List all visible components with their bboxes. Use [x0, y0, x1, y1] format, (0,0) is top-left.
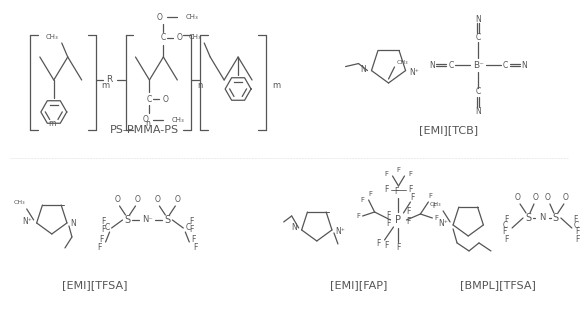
Text: F: F — [386, 212, 391, 220]
Text: N⁺: N⁺ — [438, 219, 448, 228]
Text: F: F — [193, 244, 197, 253]
Text: CH₃: CH₃ — [46, 34, 59, 40]
Text: F: F — [386, 219, 391, 228]
Text: O: O — [563, 193, 569, 203]
Text: O: O — [175, 196, 180, 204]
Text: F: F — [102, 225, 106, 234]
Text: CH₃: CH₃ — [397, 60, 408, 65]
Text: F: F — [102, 218, 106, 227]
Text: F: F — [432, 203, 436, 209]
Text: F: F — [189, 218, 194, 227]
Text: O: O — [533, 193, 539, 203]
Text: B⁻: B⁻ — [473, 60, 484, 69]
Text: O: O — [157, 13, 162, 22]
Text: F: F — [408, 186, 412, 194]
Text: F: F — [385, 242, 389, 250]
Text: m: m — [272, 80, 280, 90]
Text: F: F — [574, 215, 578, 224]
Text: O: O — [176, 33, 182, 43]
Text: F: F — [408, 171, 412, 177]
Text: N: N — [429, 60, 435, 69]
Text: S: S — [553, 213, 559, 223]
Text: F: F — [376, 239, 380, 249]
Text: O: O — [515, 193, 521, 203]
Text: CH₃: CH₃ — [14, 200, 26, 205]
Text: C: C — [574, 222, 579, 230]
Text: O: O — [143, 115, 148, 125]
Text: F: F — [406, 208, 411, 217]
Text: m: m — [48, 119, 56, 127]
Text: C: C — [503, 222, 508, 230]
Text: S: S — [525, 213, 531, 223]
Text: F: F — [369, 191, 372, 197]
Text: N⁺: N⁺ — [409, 68, 419, 77]
Text: N: N — [361, 65, 367, 74]
Text: F: F — [99, 235, 104, 244]
Text: S: S — [125, 215, 130, 225]
Text: m: m — [102, 80, 110, 90]
Text: F: F — [410, 192, 415, 202]
Text: F: F — [394, 187, 398, 197]
Text: N: N — [539, 213, 545, 223]
Text: C: C — [147, 95, 152, 104]
Text: PS-PMMA-PS: PS-PMMA-PS — [110, 125, 179, 135]
Text: CH₃: CH₃ — [171, 117, 184, 123]
Text: CH₃: CH₃ — [429, 203, 441, 208]
Text: F: F — [97, 244, 102, 253]
Text: N: N — [476, 106, 481, 115]
Text: N⁺: N⁺ — [335, 228, 345, 236]
Text: C: C — [185, 223, 191, 233]
Text: C: C — [476, 33, 481, 43]
Text: O: O — [154, 196, 160, 204]
Text: n: n — [145, 119, 150, 127]
Text: [BMPL][TFSA]: [BMPL][TFSA] — [460, 280, 536, 290]
Text: F: F — [385, 171, 389, 177]
Text: F: F — [385, 186, 389, 194]
Text: O: O — [162, 95, 168, 104]
Text: N: N — [291, 223, 296, 233]
Text: N⁻: N⁻ — [142, 215, 153, 224]
Text: F: F — [575, 228, 580, 237]
Text: N: N — [476, 14, 481, 23]
Text: F: F — [575, 235, 580, 244]
Text: n: n — [197, 80, 202, 90]
Text: F: F — [504, 215, 508, 224]
Text: F: F — [357, 213, 361, 219]
Text: F: F — [361, 197, 365, 203]
Text: C: C — [161, 33, 166, 43]
Text: O: O — [545, 193, 551, 203]
Text: O: O — [135, 196, 140, 204]
Text: F: F — [189, 225, 194, 234]
Text: F: F — [502, 228, 506, 237]
Text: F: F — [504, 235, 508, 244]
Text: F: F — [191, 235, 195, 244]
Text: C: C — [449, 60, 454, 69]
Text: F: F — [434, 215, 438, 221]
Text: CH₃: CH₃ — [185, 14, 198, 20]
Text: P: P — [396, 215, 401, 225]
Text: C: C — [104, 223, 110, 233]
Text: N⁺: N⁺ — [22, 218, 32, 226]
Text: O: O — [115, 196, 121, 204]
Text: S: S — [164, 215, 171, 225]
Text: F: F — [397, 167, 401, 173]
Text: [EMI][TFSA]: [EMI][TFSA] — [62, 280, 128, 290]
Text: F: F — [406, 218, 411, 227]
Text: C: C — [476, 88, 481, 96]
Text: C: C — [502, 60, 508, 69]
Text: N: N — [70, 219, 76, 228]
Text: N: N — [521, 60, 527, 69]
Text: F: F — [429, 193, 432, 199]
Text: R: R — [107, 75, 113, 85]
Text: [EMI][FAP]: [EMI][FAP] — [330, 280, 387, 290]
Text: CH₃: CH₃ — [188, 34, 201, 40]
Text: F: F — [396, 244, 401, 253]
Text: [EMI][TCB]: [EMI][TCB] — [419, 125, 478, 135]
